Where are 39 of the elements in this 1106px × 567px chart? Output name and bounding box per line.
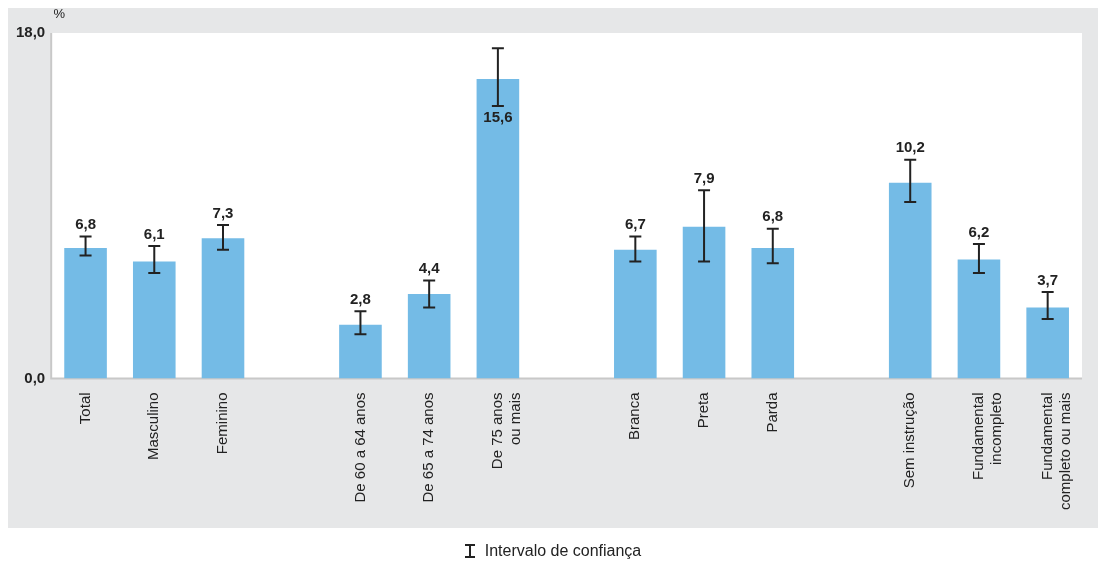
- bar: [132, 261, 176, 379]
- x-tick-label: Total: [75, 392, 93, 425]
- x-tick-label: Branca: [625, 391, 643, 440]
- bar: [339, 324, 382, 379]
- y-tick-label: 0,0: [24, 368, 46, 386]
- data-label: 6,8: [75, 215, 96, 233]
- x-tick-label: De 65 a 74 anos: [419, 392, 437, 503]
- data-label: 2,8: [350, 289, 371, 307]
- bar: [888, 182, 932, 379]
- y-tick-label: 18,0: [15, 23, 46, 41]
- data-label: 10,2: [895, 138, 925, 156]
- data-label: 3,7: [1037, 270, 1059, 288]
- bar: [476, 79, 520, 379]
- x-tick-label: Preta: [694, 391, 712, 429]
- data-label: 7,3: [212, 203, 234, 221]
- x-tick-label: Feminino: [213, 392, 231, 455]
- bar: [201, 238, 245, 379]
- y-axis-title: %: [53, 6, 66, 22]
- data-label: 6,8: [762, 207, 784, 225]
- data-label: 7,9: [693, 169, 715, 187]
- data-label: 6,7: [624, 215, 646, 233]
- x-tick-label: Fundamental incompleto: [969, 392, 1005, 481]
- bar: [407, 294, 451, 379]
- data-label: 6,2: [968, 222, 990, 240]
- bar: [64, 247, 107, 379]
- x-tick-label: Parda: [762, 391, 780, 433]
- x-tick-label: De 75 anos ou mais: [488, 392, 524, 470]
- bar: [957, 259, 1001, 379]
- bar: [614, 249, 657, 379]
- data-label: 4,4: [418, 259, 441, 277]
- x-tick-label: Sem instrução: [900, 392, 918, 489]
- x-tick-label: De 60 a 64 anos: [350, 392, 368, 503]
- data-label: 6,1: [143, 224, 165, 242]
- text: Intervalo de confiança: [484, 542, 642, 560]
- bar: [682, 226, 726, 379]
- x-tick-label: Masculino: [144, 392, 162, 460]
- bar: [1026, 307, 1069, 379]
- bar: [751, 247, 795, 379]
- data-label: 15,6: [483, 107, 513, 125]
